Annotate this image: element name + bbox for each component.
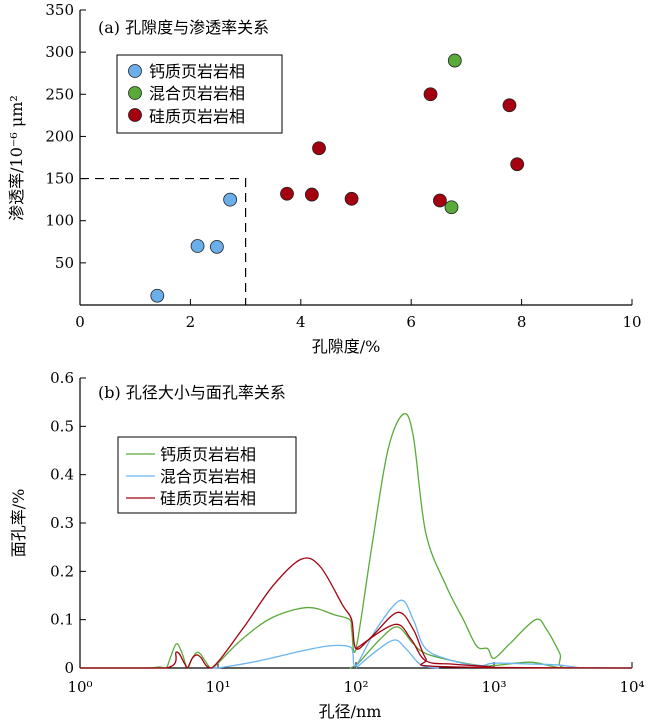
y-tick-label: 0.2 bbox=[50, 562, 74, 580]
y-tick-label: 100 bbox=[45, 212, 74, 230]
y-tick-label: 150 bbox=[45, 170, 74, 188]
y-tick-label: 300 bbox=[45, 43, 74, 61]
x-tick-label: 6 bbox=[406, 313, 416, 331]
series-line-siliceous bbox=[355, 623, 495, 669]
chart-b: (b) 孔径大小与面孔率关系 孔径/nm 面孔率/% 10⁰ 10¹ 10² 10³ 1… bbox=[9, 369, 645, 721]
data-point-mixed bbox=[444, 200, 459, 215]
x-tick-label: 10³ bbox=[481, 678, 506, 696]
data-point-calcareous bbox=[209, 239, 224, 254]
chart-b-legend: 钙质页岩岩相 混合页岩岩相 硅质页岩岩相 bbox=[117, 436, 297, 514]
x-tick-label: 10¹ bbox=[205, 678, 230, 696]
legend-label-siliceous: 硅质页岩岩相 bbox=[149, 107, 245, 126]
x-tick-label: 10 bbox=[622, 313, 641, 331]
data-point-calcareous bbox=[190, 239, 205, 253]
x-tick-label: 4 bbox=[296, 313, 306, 331]
legend-marker-siliceous bbox=[128, 108, 142, 122]
chart-a-ylabel: 渗透率/10⁻⁶ μm² bbox=[7, 95, 26, 221]
y-tick-label: 0.3 bbox=[50, 514, 74, 532]
data-point-calcareous bbox=[223, 192, 238, 207]
chart-b-ylabel: 面孔率/% bbox=[9, 489, 28, 558]
legend-label-siliceous: 硅质页岩岩相 bbox=[160, 489, 256, 508]
data-point-siliceous bbox=[423, 87, 438, 102]
data-point-siliceous bbox=[510, 157, 525, 172]
data-point-siliceous bbox=[502, 98, 517, 113]
y-tick-label: 50 bbox=[55, 254, 74, 272]
series-line-mixed bbox=[211, 599, 632, 669]
x-tick-label: 2 bbox=[186, 313, 196, 331]
x-tick-label: 8 bbox=[517, 313, 527, 331]
chart-a: (a) 孔隙度与渗透率关系 孔隙度/% 渗透率/10⁻⁶ μm² 0 2 4 6 8 10… bbox=[7, 1, 642, 356]
data-point-siliceous bbox=[312, 141, 326, 156]
y-tick-label: 0.1 bbox=[50, 611, 74, 629]
data-point-siliceous bbox=[280, 186, 294, 201]
chart-b-xlabel: 孔径/nm bbox=[319, 702, 382, 721]
data-point-mixed bbox=[447, 53, 462, 68]
y-tick-label: 0.6 bbox=[50, 369, 74, 387]
y-tick-label: 200 bbox=[45, 127, 74, 145]
legend-label-mixed: 混合页岩岩相 bbox=[149, 84, 245, 103]
chart-a-title: (a) 孔隙度与渗透率关系 bbox=[98, 18, 269, 37]
legend-label-calcareous: 钙质页岩岩相 bbox=[160, 445, 256, 464]
cutoff-dashed-line bbox=[80, 177, 247, 305]
data-point-siliceous bbox=[433, 193, 447, 208]
series-line-siliceous bbox=[80, 557, 633, 669]
data-point-siliceous bbox=[304, 187, 319, 202]
y-tick-label: 0.5 bbox=[50, 417, 74, 435]
chart-a-legend: 钙质页岩岩相 混合页岩岩相 硅质页岩岩相 bbox=[116, 54, 283, 134]
legend-marker-calcareous bbox=[128, 64, 142, 78]
x-tick-label: 0 bbox=[75, 313, 85, 331]
series-line-calcareous bbox=[349, 626, 560, 669]
data-point-calcareous bbox=[150, 288, 165, 303]
y-tick-label: 250 bbox=[45, 85, 74, 103]
legend-marker-mixed bbox=[128, 86, 142, 100]
y-tick-label: 0 bbox=[64, 659, 74, 677]
data-point-siliceous bbox=[344, 191, 359, 206]
series-line-calcareous bbox=[80, 413, 632, 669]
x-tick-label: 10⁰ bbox=[67, 678, 92, 696]
chart-b-title: (b) 孔径大小与面孔率关系 bbox=[98, 383, 286, 402]
x-tick-label: 10² bbox=[343, 678, 368, 696]
y-tick-label: 350 bbox=[45, 1, 74, 19]
chart-a-xlabel: 孔隙度/% bbox=[312, 337, 381, 356]
x-tick-label: 10⁴ bbox=[619, 678, 644, 696]
legend-label-mixed: 混合页岩岩相 bbox=[160, 467, 256, 486]
y-tick-label: 0.4 bbox=[50, 466, 74, 484]
legend-label-calcareous: 钙质页岩岩相 bbox=[149, 62, 245, 81]
